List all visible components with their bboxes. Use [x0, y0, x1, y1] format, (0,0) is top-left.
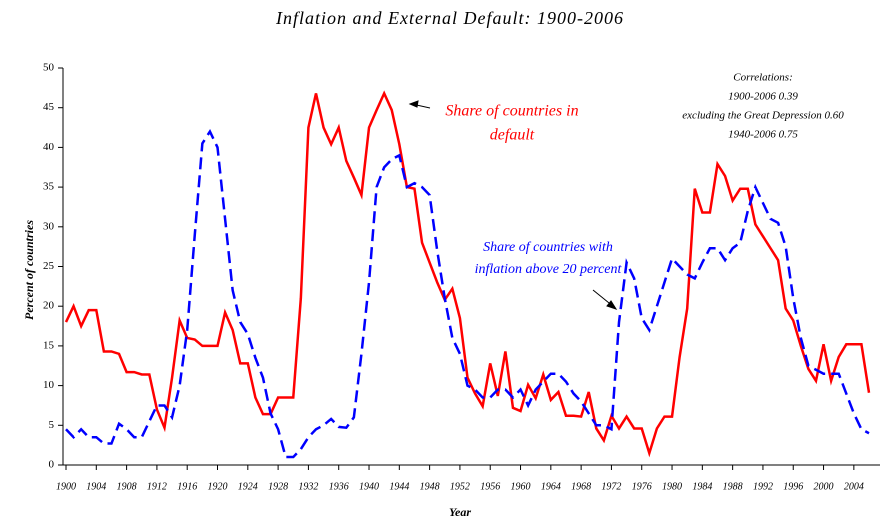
- y-axis-label: Percent of countries: [22, 220, 36, 320]
- x-tick-label: 1900: [56, 481, 76, 492]
- arrow: [408, 100, 618, 310]
- y-tick-label: 30: [43, 220, 55, 232]
- x-tick-label: 1928: [268, 481, 288, 492]
- x-tick-label: 2004: [844, 481, 864, 492]
- series-line: [64, 90, 871, 458]
- x-tick-label: 1932: [298, 481, 318, 492]
- y-tick-label: 25: [43, 260, 55, 272]
- x-tick-label: 1944: [389, 481, 409, 492]
- x-tick-label: 1968: [571, 481, 591, 492]
- annotation: Correlations:: [733, 72, 793, 84]
- annotation: excluding the Great Depression 0.60: [682, 110, 844, 122]
- x-tick-label: 1940: [359, 481, 379, 492]
- y-tick-label: 20: [43, 300, 55, 312]
- y-tick-label: 35: [43, 181, 55, 193]
- x-tick-label: 1920: [208, 481, 228, 492]
- x-axis-label: Year: [449, 505, 471, 519]
- x-tick-label: 1960: [511, 481, 531, 492]
- x-tick-label: 1916: [177, 481, 197, 492]
- x-tick-label: 1948: [420, 481, 440, 492]
- x-tick-label: 2000: [814, 481, 834, 492]
- x-tick-label: 1912: [147, 481, 167, 492]
- series-line: [65, 128, 870, 459]
- annotation: Share of countries in: [445, 103, 578, 120]
- x-tick-label: 1964: [541, 481, 561, 492]
- y-tick-label: 50: [43, 62, 55, 74]
- y-tick-label: 10: [43, 379, 55, 391]
- annotation: default: [490, 127, 535, 144]
- x-tick-label: 1996: [783, 481, 803, 492]
- x-tick-label: 1924: [238, 481, 258, 492]
- y-tick-label: 45: [43, 101, 55, 113]
- x-tick-label: 1980: [662, 481, 682, 492]
- annotation: 1940-2006 0.75: [728, 129, 798, 141]
- annotation: Share of countries with: [483, 240, 613, 255]
- y-tick-label: 5: [49, 419, 55, 431]
- x-tick-label: 1904: [86, 481, 106, 492]
- annotation: 1900-2006 0.39: [728, 91, 798, 103]
- x-tick-label: 1936: [329, 481, 349, 492]
- x-tick-label: 1976: [632, 481, 652, 492]
- y-tick-label: 15: [43, 339, 55, 351]
- x-tick-label: 1972: [601, 481, 621, 492]
- y-tick-label: 0: [49, 459, 55, 471]
- x-tick-label: 1992: [753, 481, 773, 492]
- x-tick-label: 1952: [450, 481, 470, 492]
- x-tick-label: 1988: [723, 481, 743, 492]
- chart-title: Inflation and External Default: 1900-200…: [275, 8, 624, 28]
- x-tick-label: 1984: [692, 481, 712, 492]
- y-tick-label: 40: [43, 141, 55, 153]
- x-tick-label: 1956: [480, 481, 500, 492]
- x-tick-label: 1908: [117, 481, 137, 492]
- annotation: inflation above 20 percent: [475, 262, 623, 277]
